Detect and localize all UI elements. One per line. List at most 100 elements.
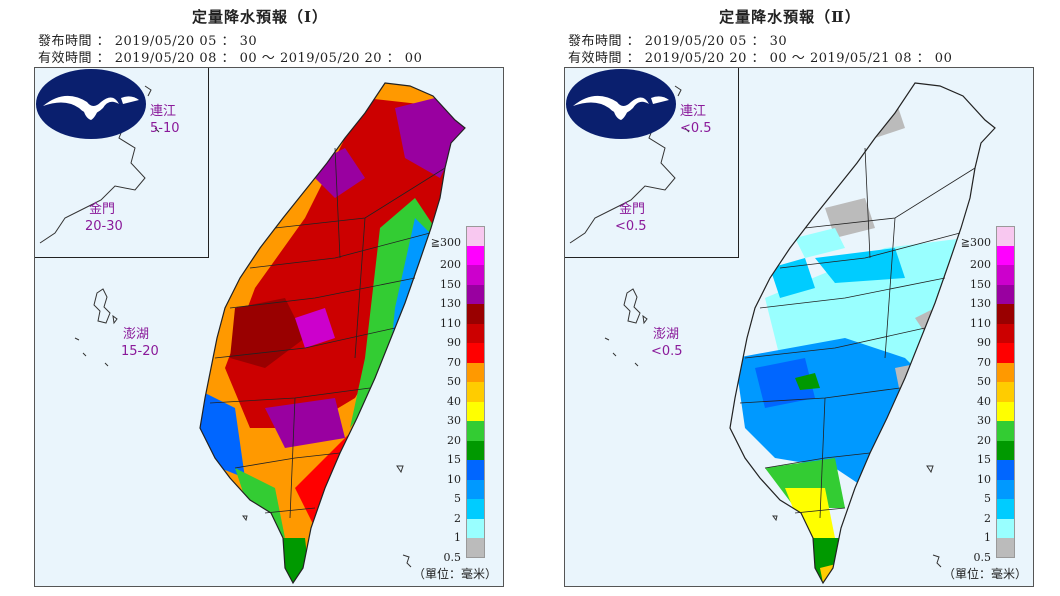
island-kinmen-value: 20-30 [85, 219, 123, 234]
legend-swatch [466, 382, 485, 402]
issue-time: 發布時間 ： 2019/05/20 05 ： 30 [38, 34, 258, 49]
legend-item: 5 [413, 479, 493, 505]
legend-label: 40 [447, 394, 461, 408]
legend-swatch [466, 518, 485, 538]
legend-item: 30 [943, 401, 1023, 427]
map-graphic [569, 82, 996, 585]
legend-swatch [996, 499, 1015, 519]
valid-time: 有效時間 ： 2019/05/20 20 ： 00 ～ 2019/05/21 0… [568, 51, 953, 66]
island-lienchiang-name: 連江 [150, 104, 177, 119]
legend-item: ≧300 [943, 226, 1023, 249]
issue-time: 發布時間 ： 2019/05/20 05 ： 30 [568, 34, 788, 49]
legend-swatch [996, 226, 1015, 246]
forecast-panel-1: 定量降水預報（Ⅰ） 發布時間 ： 2019/05/20 05 ： 30 有效時間… [0, 0, 520, 596]
legend-label: 130 [440, 297, 461, 310]
legend-swatch [466, 226, 485, 246]
legend-label: 90 [447, 336, 461, 349]
legend-item: 130 [413, 284, 493, 310]
island-penghu-name: 澎湖 [653, 327, 680, 342]
island-kinmen-name: 金門 [619, 202, 646, 217]
island-penghu-value: 15-20 [121, 344, 159, 359]
legend-swatch [996, 518, 1015, 538]
legend-item: 0.5 [943, 538, 1023, 564]
legend-label: 2 [454, 511, 461, 525]
legend-swatch [996, 284, 1015, 304]
island-lienchiang-value: 5-10 [150, 121, 180, 136]
legend-swatch [466, 284, 485, 304]
island-kinmen-name: 金門 [89, 202, 116, 217]
outlying-islands-inset [565, 68, 739, 258]
legend-label: 15 [447, 453, 461, 466]
legend-label: 5 [454, 492, 461, 505]
legend-item: 10 [943, 460, 1023, 486]
legend-label: 90 [977, 336, 991, 349]
legend-swatch [996, 538, 1015, 558]
legend-label: 30 [977, 414, 991, 427]
legend-item: 20 [943, 421, 1023, 447]
legend-item: 50 [943, 362, 1023, 388]
legend-item: 150 [943, 265, 1023, 291]
legend-item: 150 [413, 265, 493, 291]
legend-item: 1 [943, 518, 1023, 544]
legend-swatch [996, 440, 1015, 460]
legend-label: 2 [984, 511, 991, 525]
legend-swatch [996, 265, 1015, 285]
legend-item: 30 [413, 401, 493, 427]
legend-label: 10 [977, 472, 991, 486]
legend-label: 20 [447, 433, 461, 447]
legend-item: 110 [943, 304, 1023, 330]
legend-swatch [466, 499, 485, 519]
legend-label: 70 [977, 355, 991, 369]
legend-label: 5 [984, 492, 991, 505]
legend-item: 0.5 [413, 538, 493, 564]
legend-item: 1 [413, 518, 493, 544]
island-kinmen-value: <0.5 [615, 219, 647, 234]
island-lienchiang-value: <0.5 [680, 121, 712, 136]
legend-label: 150 [970, 277, 991, 291]
legend-label: 50 [977, 375, 991, 388]
unit-label: （單位：毫米） [942, 567, 1027, 581]
legend-item: 70 [943, 343, 1023, 369]
legend-item: 70 [413, 343, 493, 369]
island-lienchiang-name: 連江 [680, 104, 707, 119]
legend-item: 50 [413, 362, 493, 388]
legend-swatch [466, 245, 485, 265]
rainfall-legend: ≧300 200 150 130 110 90 70 50 40 30 20 15 10 5 2 1 0.5 [413, 226, 493, 566]
legend-label: 200 [440, 258, 461, 271]
legend-label: 10 [447, 472, 461, 486]
map-graphic [39, 82, 466, 585]
legend-swatch [996, 382, 1015, 402]
legend-swatch [466, 479, 485, 499]
valid-time: 有效時間 ： 2019/05/20 08 ： 00 ～ 2019/05/20 2… [38, 51, 423, 66]
panel-title: 定量降水預報（Ⅰ） [191, 8, 329, 26]
rainfall-map: 連江 5-10 金門 20-30 澎湖 15-20 ≧300 200 150 130 1… [34, 67, 504, 587]
legend-label: 70 [447, 355, 461, 369]
legend-swatch [466, 401, 485, 421]
legend-label: 200 [970, 258, 991, 271]
legend-label: 15 [977, 453, 991, 466]
legend-swatch [466, 265, 485, 285]
legend-label: 40 [977, 394, 991, 408]
legend-item: 200 [943, 245, 1023, 271]
legend-swatch [466, 460, 485, 480]
cwb-logo [566, 69, 676, 139]
legend-swatch [996, 401, 1015, 421]
legend-item: 40 [943, 382, 1023, 408]
unit-label: （單位：毫米） [412, 567, 497, 581]
legend-label: 30 [447, 414, 461, 427]
legend-swatch [466, 440, 485, 460]
forecast-panel-2: 定量降水預報（Ⅱ） 發布時間 ： 2019/05/20 05 ： 30 有效時間… [530, 0, 1050, 596]
legend-label: 0.5 [443, 550, 462, 564]
legend-label: 20 [977, 433, 991, 447]
cwb-logo [36, 69, 146, 139]
legend-label: 50 [447, 375, 461, 388]
legend-swatch [466, 304, 485, 324]
legend-swatch [996, 362, 1015, 382]
legend-item: 40 [413, 382, 493, 408]
rainfall-legend: ≧300 200 150 130 110 90 70 50 40 30 20 15 10 5 2 1 0.5 [943, 226, 1023, 566]
island-penghu-value: <0.5 [651, 344, 683, 359]
legend-label: 1 [454, 531, 461, 544]
rainfall-map: 連江 <0.5 金門 <0.5 澎湖 <0.5 ≧300 200 150 130 110… [564, 67, 1034, 587]
legend-item: ≧300 [413, 226, 493, 249]
outlying-islands-inset [35, 68, 209, 258]
